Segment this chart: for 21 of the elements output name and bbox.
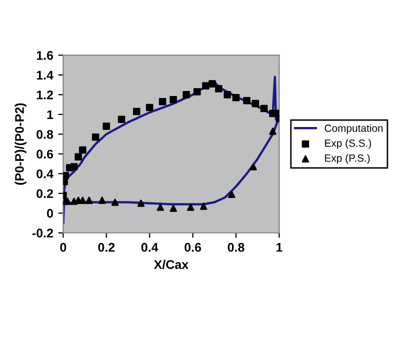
x-tick-label: 1: [276, 243, 282, 252]
legend-label: Exp (P.S.): [325, 154, 370, 164]
y-tick-label: 0.8: [36, 130, 54, 139]
x-tick-label: 0: [60, 242, 66, 252]
y-tick-label: 1.6: [36, 51, 54, 60]
y-tick-label: 0: [47, 208, 53, 218]
legend-label: Computation: [324, 124, 383, 134]
x-tick-label: 0.6: [184, 242, 202, 252]
y-tick-label: 1: [47, 110, 54, 119]
x-tick-label: 0.4: [141, 242, 158, 252]
y-axis-title: (P0-P)/(P0-P2): [14, 103, 26, 185]
y-tick-label: 1.2: [36, 90, 53, 100]
x-tick-label: 0.2: [98, 242, 115, 252]
legend-label: Exp (S.S.): [325, 139, 372, 149]
y-tick-label: 0.6: [36, 150, 54, 159]
y-tick-label: 0.2: [36, 189, 53, 198]
x-axis-title: X/Cax: [154, 260, 188, 270]
y-tick-label: 0.4: [36, 169, 54, 178]
y-tick-label: -0.2: [32, 228, 53, 238]
y-tick-label: 1.4: [36, 70, 54, 80]
x-tick-label: 0.8: [228, 242, 244, 252]
